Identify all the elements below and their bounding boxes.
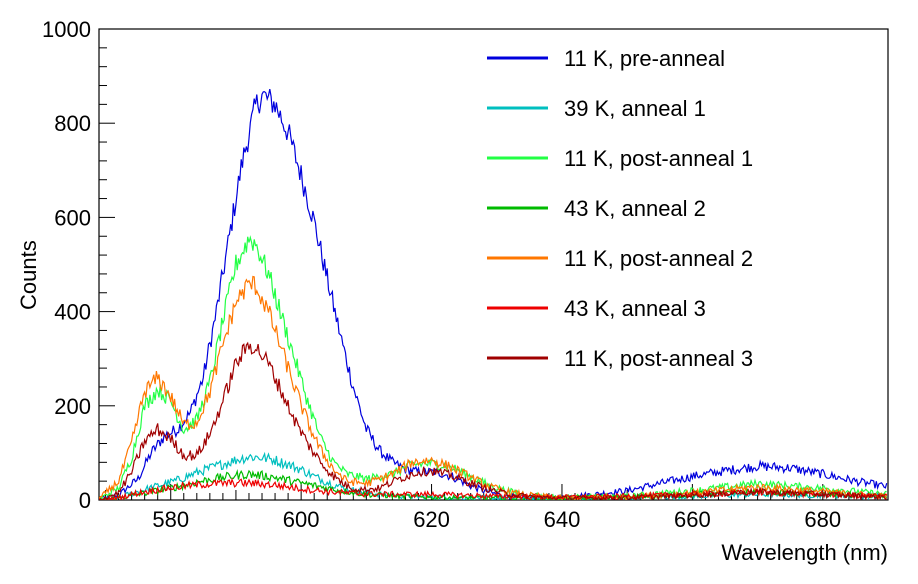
series-line — [99, 341, 887, 500]
y-axis-ticks — [99, 28, 115, 501]
x-tick-label: 600 — [283, 507, 320, 532]
x-axis-tick-labels: 580 600 620 640 660 680 — [152, 507, 841, 532]
series-line — [99, 451, 888, 500]
series-layer — [99, 88, 888, 500]
x-axis-title: Wavelength (nm) — [721, 540, 888, 565]
legend-label: 39 K, anneal 1 — [564, 96, 706, 121]
legend: 11 K, pre-anneal 39 K, anneal 1 11 K, post… — [487, 46, 753, 371]
legend-label: 11 K, post-anneal 2 — [564, 246, 753, 271]
y-tick-label: 400 — [54, 300, 91, 325]
x-tick-label: 640 — [544, 507, 581, 532]
y-axis-tick-labels: 0 200 400 600 800 1000 — [42, 17, 91, 513]
legend-label: 43 K, anneal 3 — [564, 296, 706, 321]
y-tick-label: 600 — [54, 205, 91, 230]
series-line — [99, 88, 888, 500]
x-tick-label: 620 — [413, 507, 450, 532]
x-tick-label: 680 — [804, 507, 841, 532]
y-tick-label: 800 — [54, 111, 91, 136]
legend-label: 11 K, post-anneal 3 — [564, 346, 753, 371]
plot-frame — [98, 28, 889, 501]
series-line — [99, 275, 888, 500]
legend-label: 11 K, pre-anneal — [564, 46, 725, 71]
x-tick-label: 660 — [674, 507, 711, 532]
legend-label: 11 K, post-anneal 1 — [564, 146, 753, 171]
y-tick-label: 0 — [79, 488, 91, 513]
y-tick-label: 1000 — [42, 17, 91, 42]
x-tick-label: 580 — [152, 507, 189, 532]
y-tick-label: 200 — [54, 394, 91, 419]
legend-label: 43 K, anneal 2 — [564, 196, 706, 221]
y-axis-title: Counts — [16, 240, 41, 310]
series-line — [99, 235, 887, 500]
